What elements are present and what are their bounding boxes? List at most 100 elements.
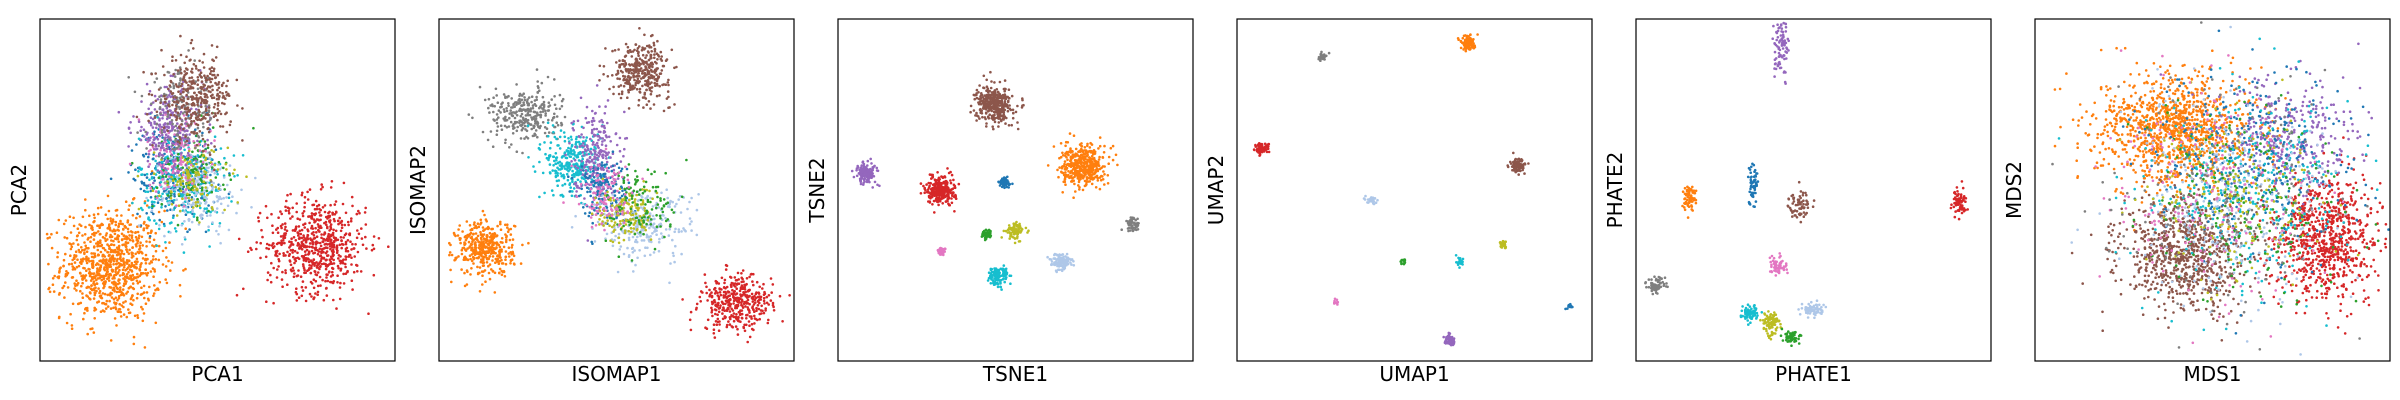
scatter-point: [487, 264, 490, 268]
scatter-point: [343, 223, 347, 227]
scatter-point: [141, 208, 144, 212]
scatter-point: [190, 76, 194, 79]
scatter-point: [192, 119, 196, 123]
scatter-point: [731, 288, 734, 292]
scatter-point: [145, 196, 148, 200]
scatter-point: [204, 150, 207, 153]
scatter-point: [223, 156, 226, 160]
scatter-point: [479, 244, 482, 248]
scatter-point: [222, 196, 225, 200]
scatter-point: [341, 259, 345, 263]
scatter-point: [191, 164, 195, 168]
scatter-point: [112, 239, 115, 243]
scatter-point: [148, 89, 152, 93]
scatter-point: [76, 258, 79, 262]
scatter-point: [202, 174, 206, 178]
scatter-point: [212, 67, 216, 71]
scatter-point: [116, 257, 119, 261]
scatter-point: [226, 146, 230, 150]
scatter-point: [134, 168, 137, 171]
scatter-point: [70, 324, 74, 327]
scatter-point: [186, 211, 190, 214]
scatter-point: [148, 240, 151, 244]
scatter-point: [756, 295, 760, 299]
scatter-point: [147, 107, 150, 111]
scatter-point: [125, 248, 128, 251]
scatter-point: [296, 251, 299, 255]
scatter-point: [281, 239, 285, 242]
scatter-point: [135, 262, 138, 266]
scatter-point: [301, 242, 304, 245]
scatter-point: [626, 45, 630, 49]
scatter-point: [508, 116, 511, 120]
scatter-point: [764, 307, 767, 310]
scatter-point: [122, 261, 126, 264]
scatter-point: [454, 234, 457, 238]
scatter-point: [118, 281, 121, 285]
scatter-point: [45, 232, 49, 236]
scatter-point: [172, 164, 176, 168]
scatter-point: [199, 170, 203, 173]
scatter-point: [194, 159, 198, 162]
scatter-point: [63, 296, 66, 299]
scatter-point: [108, 265, 111, 269]
scatter-point: [360, 227, 363, 230]
scatter-point: [209, 80, 212, 84]
scatter-point: [163, 224, 166, 228]
scatter-point: [61, 286, 64, 290]
scatter-point: [355, 236, 359, 240]
scatter-point: [131, 282, 135, 285]
scatter-point: [732, 319, 736, 323]
scatter-point: [292, 236, 296, 239]
scatter-point: [481, 226, 485, 229]
scatter-point: [712, 328, 716, 332]
scatter-point: [482, 233, 486, 236]
scatter-point: [200, 75, 203, 79]
scatter-point: [196, 100, 199, 104]
scatter-point: [156, 137, 160, 141]
scatter-point: [214, 114, 217, 117]
scatter-point: [82, 266, 85, 270]
scatter-point: [498, 251, 501, 255]
scatter-point: [127, 230, 130, 234]
scatter-point: [117, 110, 121, 114]
scatter-point: [211, 208, 214, 211]
scatter-point: [210, 180, 213, 183]
scatter-point: [141, 307, 144, 311]
scatter-point: [535, 95, 538, 99]
scatter-point: [547, 109, 551, 112]
scatter-point: [530, 118, 534, 121]
scatter-point: [110, 268, 114, 272]
scatter-point: [151, 117, 155, 121]
scatter-point: [118, 268, 121, 272]
scatter-point: [310, 245, 314, 249]
scatter-point: [192, 63, 196, 66]
scatter-point: [504, 262, 508, 266]
scatter-point: [114, 250, 117, 254]
scatter-point: [199, 71, 203, 74]
scatter-point: [267, 247, 271, 251]
scatter-point: [138, 248, 141, 251]
scatter-point: [716, 313, 719, 317]
scatter-point: [735, 313, 738, 316]
scatter-point: [170, 92, 174, 96]
scatter-point: [139, 206, 143, 210]
scatter-point: [179, 168, 183, 171]
scatter-point: [332, 244, 336, 248]
scatter-point: [604, 47, 607, 50]
scatter-point: [329, 186, 333, 189]
scatter-point: [71, 265, 74, 268]
scatter-point: [656, 39, 659, 43]
scatter-point: [337, 254, 341, 257]
scatter-point: [176, 140, 180, 143]
scatter-point: [180, 136, 184, 140]
scatter-point: [70, 262, 74, 266]
scatter-point: [495, 121, 499, 125]
scatter-point: [196, 139, 199, 143]
scatter-point: [156, 169, 160, 172]
scatter-point: [470, 267, 473, 270]
scatter-point: [737, 297, 741, 300]
scatter-point: [284, 271, 288, 275]
scatter-point: [499, 111, 502, 114]
scatter-point: [153, 284, 156, 287]
